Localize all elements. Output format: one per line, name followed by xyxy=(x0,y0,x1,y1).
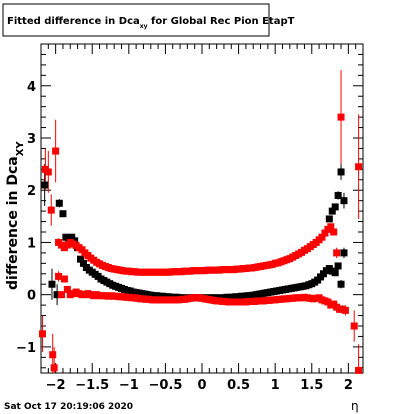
red-marker xyxy=(50,364,58,372)
black-marker xyxy=(340,249,348,257)
red-marker xyxy=(49,351,57,359)
x-tick-label: 1.5 xyxy=(300,378,323,393)
x-tick-label: 0 xyxy=(197,378,206,393)
red-marker xyxy=(350,322,358,330)
black-marker xyxy=(334,262,342,270)
black-marker xyxy=(340,197,348,205)
y-tick-label: −1 xyxy=(16,341,36,356)
x-tick-label: 2 xyxy=(344,378,353,393)
red-marker xyxy=(321,229,329,237)
axis-tick-labels: −2 −1.5 −1 −0.5 0 0.5 1 1.5 2 −1 0 1 2 3 4 xyxy=(16,80,353,393)
red-marker xyxy=(355,366,363,374)
y-axis-label: difference in DcaXY xyxy=(5,141,26,290)
y-tick-label: 2 xyxy=(27,184,36,199)
black-marker xyxy=(334,191,342,199)
black-marker xyxy=(331,269,339,277)
red-marker xyxy=(330,228,338,236)
red-marker xyxy=(38,330,46,338)
black-marker xyxy=(41,181,49,189)
red-marker xyxy=(55,272,63,280)
red-marker xyxy=(318,233,326,241)
plot-frame xyxy=(40,43,364,374)
x-axis-label: η xyxy=(351,399,359,413)
timestamp: Sat Oct 17 20:19:06 2020 xyxy=(4,402,133,412)
x-tick-label: −2 xyxy=(46,378,66,393)
x-tick-label: −1.5 xyxy=(75,378,109,393)
x-tick-label: −1 xyxy=(119,378,139,393)
y-tick-label: 4 xyxy=(27,80,36,95)
data-markers xyxy=(38,113,363,374)
error-bars xyxy=(41,70,360,373)
red-marker xyxy=(47,206,55,214)
y-tick-label: 3 xyxy=(27,132,36,147)
black-marker xyxy=(55,199,63,207)
black-marker xyxy=(48,280,56,288)
red-marker xyxy=(341,306,349,314)
red-marker xyxy=(52,147,60,155)
red-marker xyxy=(60,275,68,283)
black-marker xyxy=(53,291,61,299)
x-tick-label: 1 xyxy=(271,378,280,393)
y-tick-label: 0 xyxy=(27,289,36,304)
axis-ticks xyxy=(40,43,364,373)
black-marker xyxy=(328,207,336,215)
red-marker xyxy=(327,223,335,231)
red-marker xyxy=(63,285,71,293)
red-marker xyxy=(337,113,345,121)
title-box xyxy=(2,3,270,37)
y-tick-label: 1 xyxy=(27,236,36,251)
black-marker xyxy=(331,203,339,211)
red-marker xyxy=(333,249,341,257)
red-marker xyxy=(355,163,363,171)
x-tick-label: −0.5 xyxy=(148,378,182,393)
black-marker xyxy=(337,168,345,176)
red-marker xyxy=(44,168,52,176)
black-marker xyxy=(325,215,333,223)
black-marker xyxy=(59,210,67,218)
black-marker xyxy=(77,255,85,263)
x-tick-label: 0.5 xyxy=(227,378,250,393)
black-marker xyxy=(68,233,76,241)
black-marker xyxy=(79,259,87,267)
chart-title: Fitted difference in Dcaxy for Global Re… xyxy=(7,16,295,30)
red-marker xyxy=(57,291,65,299)
black-marker xyxy=(337,280,345,288)
